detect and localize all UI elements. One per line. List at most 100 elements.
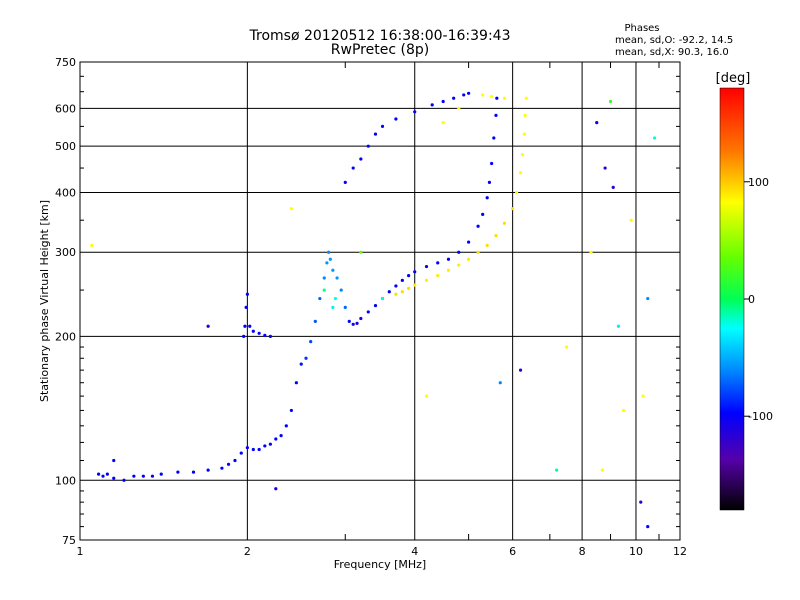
data-point-other — [331, 305, 335, 309]
data-point-o — [413, 110, 417, 114]
data-point-other — [359, 250, 363, 254]
data-point-o — [400, 278, 404, 282]
data-point-o — [380, 124, 385, 128]
phase-box-title: Phases — [624, 23, 659, 34]
data-point-o — [373, 303, 378, 308]
data-point-o — [339, 288, 343, 292]
data-point-o — [150, 474, 155, 478]
data-point-o — [263, 333, 267, 337]
data-point-x — [289, 207, 293, 211]
data-point-x — [424, 278, 429, 282]
data-point-o — [206, 468, 210, 472]
data-point-other — [333, 296, 338, 301]
colorbar: [deg] 100 0 -100 — [716, 71, 773, 511]
data-point-o — [457, 250, 461, 254]
data-point-o — [351, 322, 355, 326]
data-point-o — [112, 476, 116, 480]
data-point-o — [239, 451, 243, 455]
data-point-x — [564, 345, 569, 349]
y-tick-label: 300 — [55, 246, 76, 259]
data-point-o — [257, 331, 261, 335]
data-point-x — [436, 274, 440, 278]
data-point-o — [595, 121, 599, 125]
data-point-x — [485, 243, 489, 248]
data-point-o — [355, 321, 359, 325]
data-point-o — [467, 240, 471, 244]
data-point-x — [457, 106, 461, 110]
y-tick-label: 200 — [55, 330, 76, 343]
data-point-other — [652, 136, 657, 140]
y-axis-label: Stationary phase Virtual Height [km] — [38, 200, 51, 402]
data-point-o — [268, 334, 272, 338]
data-point-o — [359, 157, 363, 161]
data-point-o — [387, 290, 391, 294]
data-point-o — [309, 340, 313, 344]
y-tick-label: 500 — [55, 140, 76, 153]
data-point-other — [90, 243, 94, 248]
data-point-o — [394, 284, 398, 288]
data-point-o — [251, 329, 255, 333]
phase-box-line1: mean, sd,O: -92.2, 14.5 — [615, 35, 733, 46]
data-point-x — [481, 93, 485, 97]
data-point-o — [467, 91, 471, 95]
y-axis-ticks: 75 100 200 300 400 500 600 750 — [55, 56, 680, 547]
x-axis-ticks: 1 2 4 6 8 10 12 — [77, 62, 687, 558]
data-points — [90, 91, 657, 529]
colorbar-tick-label: -100 — [748, 410, 773, 423]
data-point-o — [226, 462, 231, 466]
data-point-o — [274, 437, 278, 441]
data-point-x — [641, 394, 645, 398]
colorbar-gradient — [719, 87, 745, 511]
data-point-x — [515, 190, 519, 195]
data-point-o — [347, 319, 351, 323]
data-point-other — [616, 324, 621, 328]
data-point-x — [629, 218, 633, 222]
data-point-x — [522, 132, 527, 136]
x-tick-label: 10 — [629, 545, 643, 558]
data-point-o — [263, 444, 267, 448]
data-point-o — [490, 161, 494, 166]
y-tick-label: 100 — [55, 474, 76, 487]
data-point-o — [407, 274, 411, 278]
phase-box-line2: mean, sd,X: 90.3, 16.0 — [615, 47, 729, 58]
data-point-other — [498, 381, 502, 385]
data-point-o — [603, 166, 607, 170]
grid-lines — [80, 62, 680, 540]
data-point-o — [105, 472, 109, 476]
data-point-o — [251, 447, 255, 452]
data-point-o — [122, 478, 126, 482]
data-point-other — [380, 296, 385, 301]
x-tick-label: 1 — [77, 545, 84, 558]
data-point-o — [112, 458, 116, 463]
data-point-x — [394, 292, 398, 296]
data-point-o — [481, 212, 485, 216]
data-point-x — [520, 153, 525, 157]
data-point-o — [462, 93, 466, 97]
data-point-x — [589, 250, 593, 254]
data-point-o — [245, 446, 249, 450]
data-point-o — [359, 316, 363, 321]
data-point-x — [400, 290, 404, 294]
data-point-x — [518, 171, 523, 175]
data-point-o — [248, 324, 252, 328]
data-point-o — [101, 474, 105, 478]
data-point-o — [96, 472, 101, 476]
data-point-o — [424, 264, 429, 269]
x-tick-label: 8 — [579, 545, 586, 558]
data-point-x — [407, 286, 411, 291]
data-point-x — [600, 468, 604, 472]
data-point-o — [243, 324, 247, 328]
data-point-o — [485, 196, 489, 200]
data-point-x — [494, 233, 498, 238]
colorbar-ticks: 100 0 -100 — [744, 176, 773, 423]
data-point-o — [274, 487, 278, 491]
data-point-other — [555, 468, 559, 472]
y-tick-label: 400 — [55, 186, 76, 199]
y-tick-label: 75 — [62, 534, 76, 547]
data-point-o — [441, 99, 445, 104]
data-point-x — [446, 268, 451, 272]
x-tick-label: 4 — [411, 545, 418, 558]
data-point-o — [141, 474, 145, 478]
data-point-o — [494, 113, 498, 117]
